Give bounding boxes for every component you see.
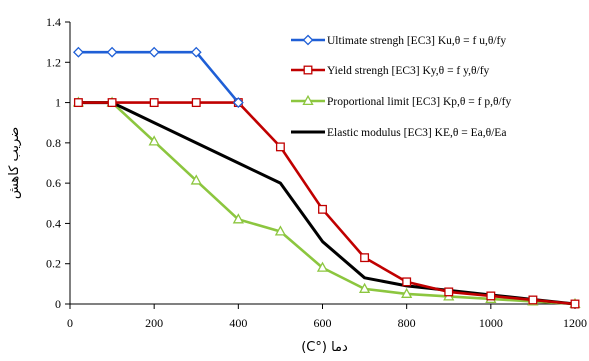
x-tick-label: 800	[398, 316, 416, 330]
data-point-diamond	[190, 46, 202, 58]
x-tick-label: 200	[145, 316, 163, 330]
legend-label: Elastic modulus [EC3] KE,θ = Ea,θ/Ea	[327, 127, 506, 139]
legend-label: Proportional limit [EC3] Kp,θ = f p,θ/fy	[327, 96, 511, 108]
x-tick-label: 1000	[479, 316, 503, 330]
data-point-square	[402, 277, 412, 287]
data-point-square	[107, 98, 117, 108]
series-0	[72, 46, 244, 108]
data-point-diamond	[72, 46, 84, 58]
data-point-triangle	[190, 174, 202, 185]
data-point-diamond	[106, 46, 118, 58]
data-point-triangle	[274, 225, 287, 236]
series-lines	[72, 46, 581, 309]
x-tick-label: 400	[229, 316, 247, 330]
data-point-square	[486, 291, 496, 301]
legend-label: Ultimate strengh [EC3] Ku,θ = f u,θ/fy	[327, 35, 506, 47]
y-axis-title: ضریب کاهش	[7, 127, 22, 199]
y-tick-label: 0.8	[46, 136, 61, 150]
data-point-diamond	[232, 97, 244, 108]
y-tick-label: 1	[55, 96, 61, 110]
data-point-triangle	[302, 94, 314, 106]
data-point-diamond	[148, 46, 160, 58]
data-point-triangle	[358, 282, 371, 293]
tick-labels: 0 0.2 0.4 0.6 0.8 1 1.2 1.4 0 200 400 600 800 1000 120…	[46, 15, 587, 330]
data-point-square	[73, 98, 83, 108]
legend-frame	[283, 25, 583, 153]
data-point-triangle	[316, 261, 329, 272]
legend-item-0: Ultimate strengh [EC3] Ku,θ = f u,θ/fy	[291, 34, 506, 47]
data-point-triangle	[401, 287, 413, 298]
legend-item-1: Yield strengh [EC3] Ky,θ = f y,θ/fy	[291, 65, 490, 77]
data-point-square	[318, 204, 327, 214]
data-point-square	[191, 98, 201, 108]
data-point-square	[275, 142, 285, 152]
x-axis-title: دما (°C)	[301, 340, 348, 355]
x-tick-label: 0	[67, 316, 73, 330]
y-tick-label: 0.6	[46, 176, 61, 190]
y-tick-label: 0.2	[46, 257, 61, 271]
legend-item-3: Elastic modulus [EC3] KE,θ = Ea,θ/Ea	[291, 127, 506, 139]
data-point-triangle	[232, 213, 244, 224]
legend: Ultimate strengh [EC3] Ku,θ = f u,θ/fy Yi…	[291, 34, 511, 139]
y-tick-label: 1.4	[46, 15, 61, 29]
data-point-square	[303, 65, 313, 75]
x-tick-label: 1200	[563, 316, 587, 330]
data-point-square	[528, 295, 538, 305]
data-point-square	[444, 287, 454, 297]
x-tick-label: 600	[314, 316, 332, 330]
data-point-diamond	[302, 34, 314, 46]
y-tick-label: 1.2	[46, 55, 61, 69]
legend-item-2: Proportional limit [EC3] Kp,θ = f p,θ/fy	[291, 94, 511, 108]
legend-background	[283, 25, 583, 153]
data-point-square	[149, 98, 159, 108]
series-line	[78, 50, 240, 104]
data-point-triangle	[148, 135, 160, 146]
y-tick-label: 0.4	[46, 216, 61, 230]
data-point-square	[570, 299, 580, 309]
y-tick-label: 0	[55, 297, 61, 311]
legend-label: Yield strengh [EC3] Ky,θ = f y,θ/fy	[327, 65, 490, 77]
data-point-square	[360, 253, 370, 263]
